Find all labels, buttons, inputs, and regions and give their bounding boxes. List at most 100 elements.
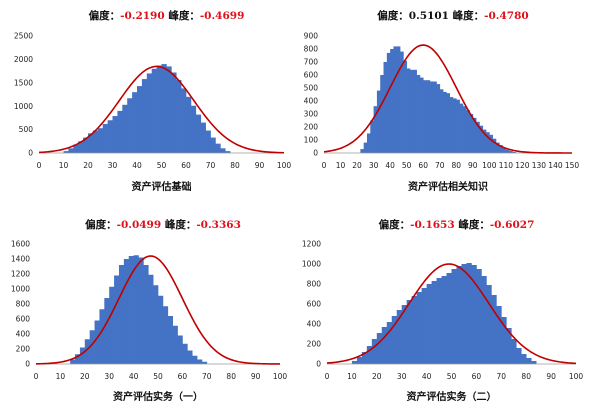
x-tick-label: 20 [80,372,90,381]
histogram-bar [127,98,133,153]
chart-2: 偏度：0.5101 峰度：-0.478001002003004005006007… [304,9,580,193]
y-tick-label: 600 [16,315,31,324]
histogram-bar [73,144,79,153]
histogram-bar [148,274,154,364]
histogram-bar [84,339,91,364]
histogram-bar [151,68,157,153]
histogram-bar [451,269,457,364]
histogram-bar [104,298,110,364]
histogram-bar [406,68,411,153]
y-tick-label: 1600 [11,240,30,249]
histogram-bar [486,132,490,153]
histogram-bar [383,62,388,153]
histogram-bar [133,255,139,364]
histogram-bar [172,325,178,364]
histogram-bar [138,257,144,364]
x-tick-label: 80 [226,372,236,381]
y-tick-label: 600 [304,71,319,80]
histogram-bar [409,69,414,153]
stat-label: 偏度： [379,218,411,231]
histogram-bar [190,105,197,153]
y-tick-label: 2500 [14,32,33,41]
stat-value: -0.1653 [410,219,455,231]
stat-value: -0.0499 [117,219,162,231]
histogram-bar [75,354,81,364]
x-tick-label: 40 [422,372,432,381]
x-tick-label: 10 [347,372,357,381]
x-tick-label: 10 [59,161,69,170]
y-tick-label: 1400 [11,255,30,264]
x-tick-label: 70 [206,161,216,170]
histogram-bar [99,309,105,364]
histogram-bar [351,361,358,364]
x-tick-label: 80 [230,161,240,170]
y-tick-label: 500 [304,84,319,93]
histogram-bar [459,103,464,153]
histogram-bar [97,128,104,153]
histogram-bar [449,97,454,153]
histogram-bar [393,46,398,153]
histogram-bar [521,354,527,364]
histogram-bar [158,295,164,364]
histogram-bar [182,343,188,364]
histogram-bar [162,306,169,364]
histogram-bar [501,317,507,364]
x-tick-label: 20 [352,161,362,170]
histogram-bar [511,339,517,364]
y-tick-label: 800 [16,300,31,309]
histogram-bar [118,265,125,364]
y-tick-label: 100 [304,136,319,145]
histogram-bar [489,134,493,153]
x-axis-label: 资产评估相关知识 [408,180,488,193]
histogram-bar [526,358,532,364]
y-tick-label: 0 [316,360,321,369]
histogram-bar [176,79,182,153]
histogram-bar [502,147,507,153]
histogram-bar [197,359,203,364]
x-tick-label: 50 [447,372,457,381]
histogram-bar [499,145,503,153]
histogram-bar [452,98,457,153]
chart-1: 偏度：-0.2190 峰度：-0.46990500100015002000250… [14,9,291,193]
normal-curve [38,65,285,154]
histogram-bar [509,151,513,153]
histogram-bar [492,138,497,153]
histogram-bar [486,285,492,364]
histogram-bar [416,75,421,153]
stat-label: 峰度： [449,9,484,22]
histogram-bar [466,110,470,153]
histogram-bar [391,316,398,364]
stat-label: 峰度： [165,9,200,22]
histogram-bar [114,275,120,364]
histogram-bar [381,327,388,364]
histogram-bar [141,79,148,153]
x-tick-label: 100 [277,161,292,170]
histogram-bar [491,295,497,364]
chart-3: 偏度：-0.0499 峰度：-0.33630200400600800100012… [11,218,287,403]
histogram-bar [401,305,408,364]
y-tick-label: 300 [304,110,319,119]
y-tick-label: 800 [304,45,319,54]
x-tick-label: 20 [372,372,382,381]
histogram-bar [171,72,177,153]
stat-label: 峰度： [455,218,490,231]
stat-label: 偏度： [85,218,117,231]
y-tick-label: 900 [304,32,319,41]
x-tick-label: 40 [132,161,142,170]
histogram-bar [429,81,434,153]
histogram-bar [376,333,383,364]
histogram-bar [225,151,231,153]
histogram-bar [496,306,502,364]
x-tick-label: 90 [468,161,478,170]
histogram-bar [186,96,192,153]
y-tick-label: 500 [19,125,34,134]
histogram-bar [469,114,474,153]
histogram-bar [161,64,167,153]
normal-curve [35,255,280,365]
histogram-bar [481,276,487,364]
histogram-bar [421,288,427,364]
histogram-bar [386,322,393,364]
histogram-bar [210,137,216,153]
histogram-bar [531,361,537,364]
histogram-bar [462,106,467,153]
